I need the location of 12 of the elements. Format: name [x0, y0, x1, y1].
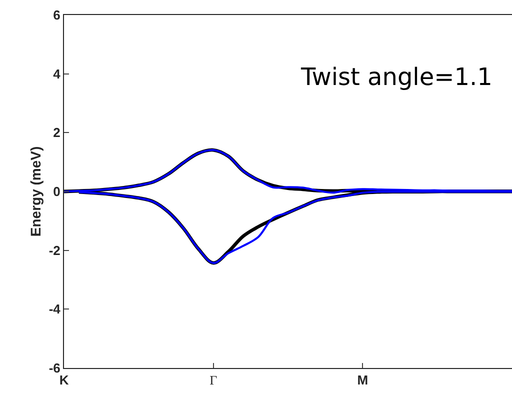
y-axis-title: Energy (meV) [27, 146, 44, 237]
y-tick-label: -2 [48, 242, 60, 258]
x-tick-label: K [59, 372, 70, 388]
x-tick-label: M [357, 372, 368, 388]
y-tick-label: -6 [48, 360, 60, 376]
y-tick-label: 2 [53, 125, 60, 140]
y-tick-label: 4 [53, 66, 62, 82]
y-tick-label: 6 [53, 8, 60, 23]
x-tick-label: Γ [210, 372, 218, 388]
y-tick-label: 0 [53, 184, 60, 200]
annotation: Twist angle=1.1 [300, 63, 492, 91]
y-tick-label: -4 [48, 302, 62, 317]
